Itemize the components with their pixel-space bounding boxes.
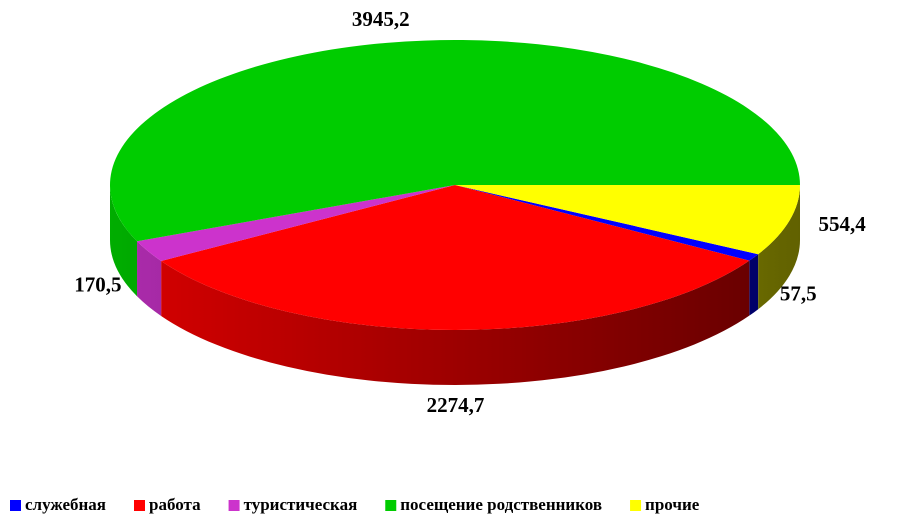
value-label: 554,4 xyxy=(818,212,866,236)
value-label: 2274,7 xyxy=(427,393,485,417)
slice xyxy=(455,185,800,255)
value-label: 3945,2 xyxy=(352,7,410,31)
legend-label: посещение родственников xyxy=(400,495,602,514)
legend-label: туристическая xyxy=(244,495,358,514)
legend-marker xyxy=(630,500,642,511)
slice xyxy=(455,185,759,261)
slice-side xyxy=(137,241,162,316)
legend-marker xyxy=(385,500,397,511)
legend-label: служебная xyxy=(25,495,106,514)
slice-side xyxy=(161,260,750,386)
value-label: 57,5 xyxy=(780,282,817,306)
slice xyxy=(137,185,455,261)
legend-marker xyxy=(10,500,21,511)
legend-label: работа xyxy=(149,495,201,514)
value-label: 170,5 xyxy=(74,272,121,296)
slice-side xyxy=(749,254,759,316)
legend-marker xyxy=(228,500,240,511)
slice-side xyxy=(110,185,138,297)
slice xyxy=(110,40,801,242)
slice xyxy=(161,185,750,330)
legend-label: прочие xyxy=(645,495,700,514)
legend-marker xyxy=(134,500,145,511)
slice-side xyxy=(758,185,800,310)
